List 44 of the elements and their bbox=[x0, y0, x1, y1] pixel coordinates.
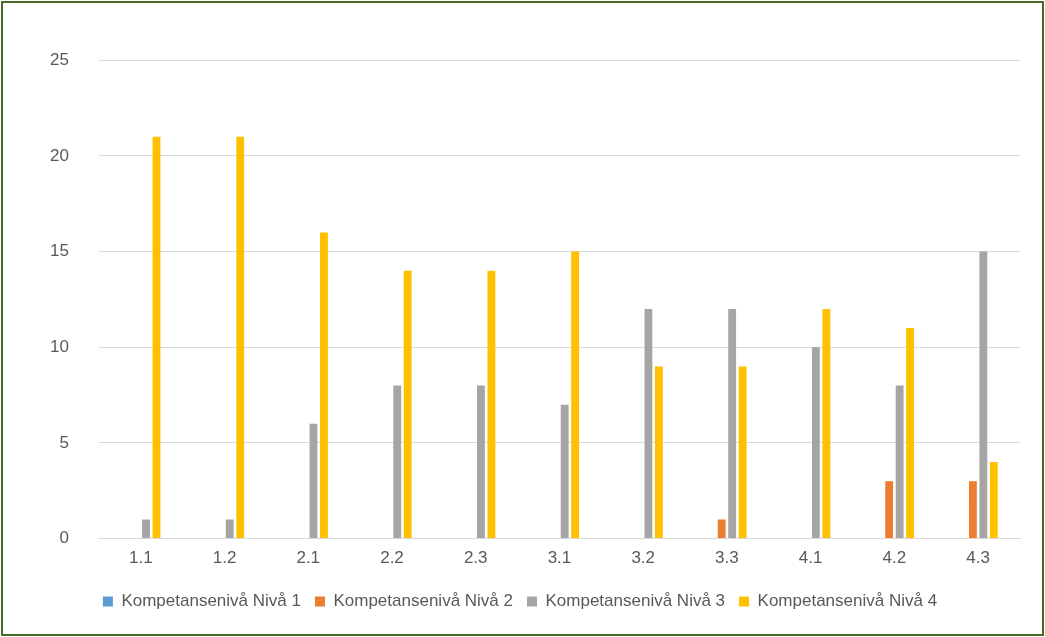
y-tick-label: 25 bbox=[49, 49, 69, 69]
x-tick-label: 4.3 bbox=[966, 548, 990, 568]
x-tick-label: 2.1 bbox=[296, 548, 321, 568]
x-tick-label: 1.1 bbox=[128, 548, 153, 568]
legend-label: Kompetansenivå Nivå 2 bbox=[333, 591, 513, 611]
bar bbox=[142, 519, 150, 539]
bar bbox=[403, 270, 412, 539]
y-tick-label: 15 bbox=[49, 241, 69, 261]
bar bbox=[895, 385, 904, 539]
bar bbox=[236, 136, 245, 539]
bar bbox=[906, 328, 915, 539]
bar bbox=[560, 404, 569, 539]
bar bbox=[885, 481, 894, 539]
bar bbox=[728, 308, 737, 539]
bar bbox=[654, 366, 663, 539]
x-tick-label: 2.3 bbox=[463, 548, 488, 568]
bar bbox=[979, 251, 988, 539]
bar bbox=[571, 251, 580, 539]
bar bbox=[717, 519, 726, 539]
legend-label: Kompetansenivå Nivå 4 bbox=[757, 591, 938, 611]
bar bbox=[738, 366, 747, 539]
bar bbox=[320, 232, 328, 539]
x-tick-label: 3.3 bbox=[715, 548, 739, 568]
bar bbox=[989, 462, 998, 539]
x-tick-label: 4.2 bbox=[882, 548, 907, 568]
bar bbox=[393, 385, 402, 539]
y-tick-label: 20 bbox=[49, 145, 69, 165]
x-tick-label: 3.2 bbox=[631, 548, 656, 568]
y-tick-label: 0 bbox=[59, 528, 69, 548]
y-tick-label: 5 bbox=[59, 432, 69, 452]
bar bbox=[477, 385, 485, 539]
legend-label: Kompetansenivå Nivå 1 bbox=[121, 591, 301, 611]
bar bbox=[644, 308, 653, 539]
bar bbox=[225, 519, 234, 539]
bar bbox=[968, 481, 977, 539]
y-tick-label: 10 bbox=[49, 336, 69, 356]
legend-label: Kompetansenivå Nivå 3 bbox=[545, 591, 726, 611]
x-tick-label: 4.1 bbox=[798, 548, 823, 568]
bar bbox=[822, 308, 831, 539]
x-tick-label: 1.2 bbox=[212, 548, 237, 568]
x-tick-label: 3.1 bbox=[547, 548, 572, 568]
bar bbox=[487, 270, 496, 539]
x-tick-label: 2.2 bbox=[380, 548, 404, 568]
bar bbox=[811, 347, 820, 539]
